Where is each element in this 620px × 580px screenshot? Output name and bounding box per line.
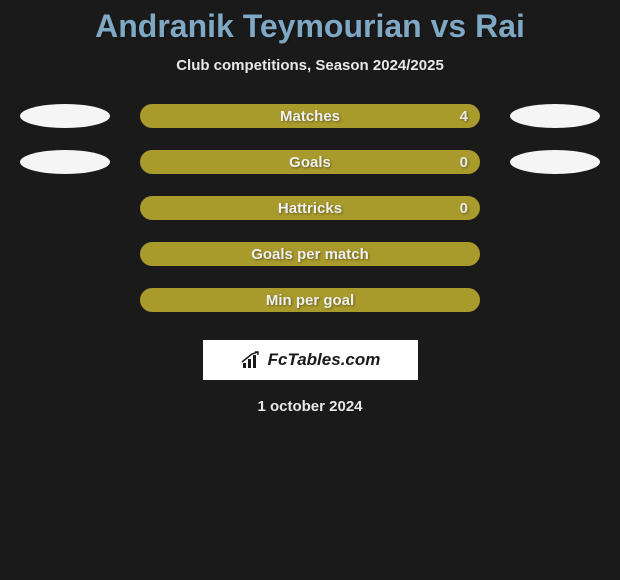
spacer (510, 196, 600, 220)
branding-badge: FcTables.com (203, 340, 418, 380)
stat-row-goals-per-match: Goals per match (0, 242, 620, 266)
spacer (20, 242, 110, 266)
date-label: 1 october 2024 (257, 398, 362, 415)
player2-marker (510, 150, 600, 174)
spacer (510, 242, 600, 266)
player1-marker (20, 104, 110, 128)
stat-bar: Goals per match (140, 242, 480, 266)
stat-value: 0 (460, 154, 468, 171)
player1-marker (20, 150, 110, 174)
stat-row-goals: Goals 0 (0, 150, 620, 174)
stat-bar: Goals 0 (140, 150, 480, 174)
spacer (20, 288, 110, 312)
subtitle: Club competitions, Season 2024/2025 (176, 57, 444, 74)
stat-row-hattricks: Hattricks 0 (0, 196, 620, 220)
stat-bar: Min per goal (140, 288, 480, 312)
chart-icon (240, 351, 264, 369)
spacer (510, 288, 600, 312)
player2-marker (510, 104, 600, 128)
page-title: Andranik Teymourian vs Rai (95, 8, 525, 45)
stat-row-min-per-goal: Min per goal (0, 288, 620, 312)
stat-value: 4 (460, 108, 468, 125)
comparison-chart: Andranik Teymourian vs Rai Club competit… (0, 0, 620, 580)
stat-label: Matches (280, 108, 340, 125)
stat-row-matches: Matches 4 (0, 104, 620, 128)
stat-label: Min per goal (266, 292, 354, 309)
stat-label: Goals per match (251, 246, 369, 263)
stat-label: Hattricks (278, 200, 342, 217)
stat-bar: Matches 4 (140, 104, 480, 128)
branding-text: FcTables.com (268, 350, 381, 370)
spacer (20, 196, 110, 220)
stat-value: 0 (460, 200, 468, 217)
stat-label: Goals (289, 154, 331, 171)
stat-bar: Hattricks 0 (140, 196, 480, 220)
